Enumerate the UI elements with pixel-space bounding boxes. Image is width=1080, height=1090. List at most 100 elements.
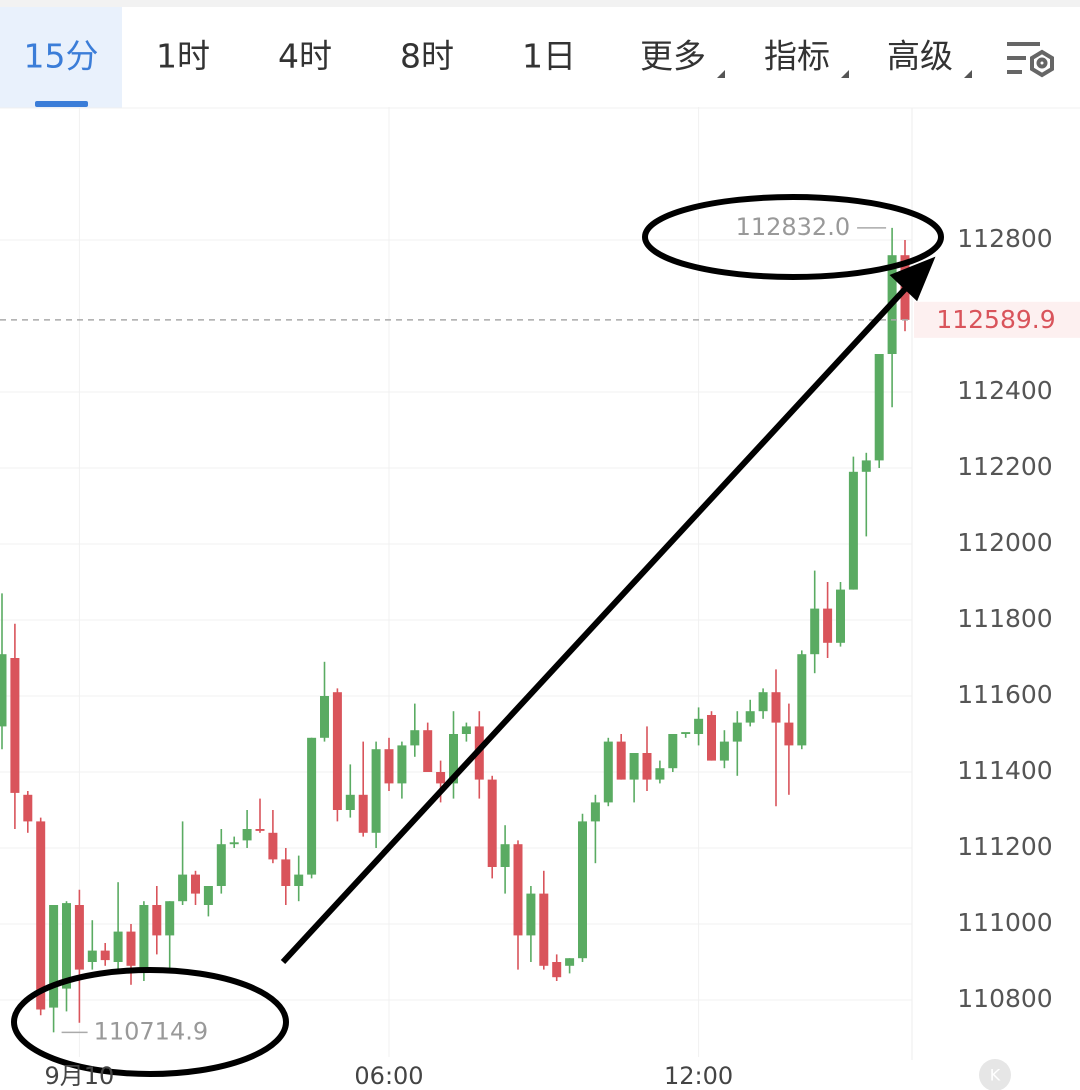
candle-body: [358, 794, 368, 833]
candle-body: [100, 950, 110, 961]
candle-body: [191, 874, 200, 894]
tab[interactable]: 8时: [400, 37, 454, 76]
candle-body: [294, 874, 304, 886]
candle-body: [307, 737, 317, 875]
dropdown-caret: [964, 70, 972, 78]
candle-body: [255, 829, 265, 831]
candle-body: [216, 844, 226, 886]
candle-body: [165, 901, 175, 936]
candle-body: [823, 608, 833, 643]
high-label: 112832.0: [736, 213, 851, 241]
candle-body: [49, 905, 59, 1008]
candle-body: [861, 460, 871, 472]
candle-body: [797, 654, 807, 746]
candle-body: [732, 722, 742, 742]
candle-body: [423, 730, 433, 772]
candle-body: [629, 753, 639, 780]
candle-body: [320, 696, 329, 738]
low-label: 110714.9: [94, 1017, 209, 1045]
hand-annotation: [11, 194, 944, 1077]
candle-body: [719, 741, 729, 761]
candle-body: [371, 749, 381, 833]
candle-body: [694, 718, 704, 734]
candle-body: [681, 732, 691, 734]
x-tick-label: 12:00: [664, 1062, 733, 1090]
candle-body: [229, 842, 239, 845]
tab[interactable]: 1日: [522, 37, 576, 76]
tab[interactable]: 15分: [24, 37, 99, 76]
y-tick-label: 111600: [957, 680, 1052, 709]
y-tick-label: 111400: [957, 756, 1052, 785]
candle-body: [668, 734, 678, 769]
settings-icon[interactable]: [1007, 42, 1054, 78]
candle-body: [152, 905, 162, 936]
candle-body: [36, 821, 46, 1010]
candle-body: [848, 471, 858, 590]
candle-body: [203, 886, 213, 905]
plot-area: 112832.0 110714.9: [0, 107, 912, 1057]
candle-body: [461, 726, 471, 734]
y-tick-label: 112400: [957, 376, 1052, 405]
candle-body: [449, 734, 458, 784]
candle-body: [436, 772, 446, 784]
candle-body: [578, 821, 587, 959]
candle-body: [655, 768, 665, 780]
candle-body: [810, 608, 820, 655]
candle-body: [332, 692, 342, 810]
tab[interactable]: 1时: [156, 37, 210, 76]
y-tick-label: 112800: [957, 224, 1052, 253]
last-price-label: 112589.9: [936, 305, 1055, 334]
candle-body: [487, 779, 497, 867]
y-tick-label: 112200: [957, 452, 1052, 481]
candle-body: [10, 658, 20, 793]
candle-body: [23, 794, 33, 822]
candle-body: [62, 903, 71, 989]
svg-text:K: K: [990, 1066, 1001, 1085]
candle-body: [384, 749, 394, 784]
selected-tab-bg: [0, 7, 122, 108]
selected-tab-indicator: [35, 101, 88, 107]
tab[interactable]: 高级: [887, 37, 953, 76]
candle-body: [590, 802, 600, 822]
candle-body: [87, 950, 97, 962]
candle-body: [603, 741, 613, 803]
candle-body: [565, 958, 575, 966]
candle-body: [268, 832, 278, 860]
candle-body: [139, 905, 149, 970]
last-price-bg: [914, 301, 1080, 338]
tab[interactable]: 更多: [640, 37, 706, 76]
status-strip: [0, 0, 1080, 7]
candle-body: [500, 844, 510, 867]
y-tick-label: 111800: [957, 604, 1052, 633]
candle-body: [113, 931, 123, 962]
y-tick-label: 110800: [957, 984, 1052, 1013]
candle-body: [74, 905, 84, 970]
candle-body: [707, 715, 716, 761]
candle-body: [242, 829, 252, 841]
candle-body: [874, 354, 884, 461]
candle-body: [345, 794, 355, 810]
y-tick-label: 111200: [957, 832, 1052, 861]
candle-body: [281, 859, 291, 886]
candle-body: [642, 753, 652, 780]
candle-body: [552, 962, 562, 978]
candle-body: [784, 722, 794, 746]
x-tick-label: 06:00: [354, 1062, 423, 1090]
candle-body: [616, 741, 626, 780]
k-button[interactable]: K: [979, 1059, 1011, 1090]
candle-body: [836, 589, 845, 643]
dropdown-caret: [841, 70, 849, 78]
dropdown-caret: [717, 70, 725, 78]
candle-body: [397, 745, 407, 784]
candle-body: [126, 931, 136, 966]
tab[interactable]: 4时: [278, 37, 332, 76]
candle-body: [513, 844, 523, 936]
x-tick-label: 9月10: [44, 1062, 114, 1090]
y-tick-label: 112000: [957, 528, 1052, 557]
candle-body: [771, 692, 781, 723]
candle-body: [539, 893, 549, 966]
tab[interactable]: 指标: [764, 37, 830, 76]
candle-body: [745, 711, 755, 723]
candle-body: [526, 893, 536, 936]
